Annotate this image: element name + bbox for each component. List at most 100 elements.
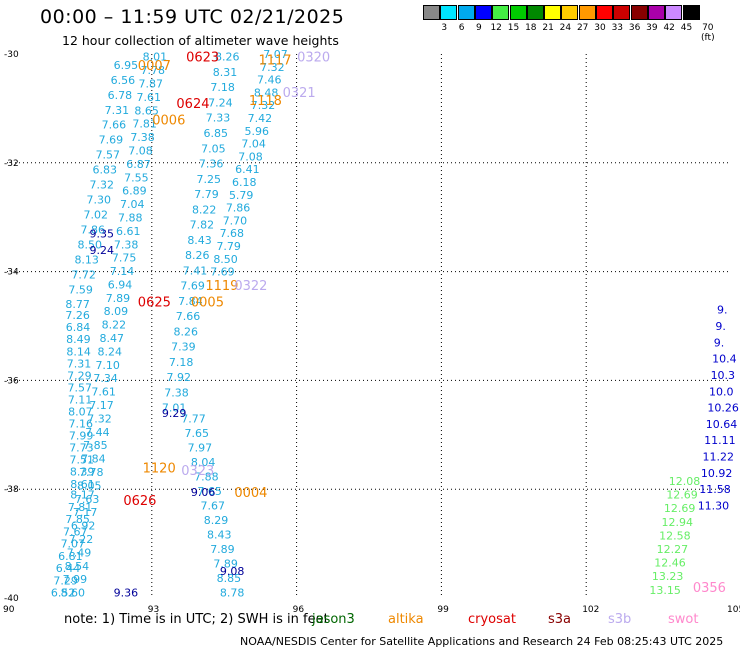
wave-height-value: 9. xyxy=(715,320,726,333)
color-scale-label: 45 xyxy=(680,23,693,33)
wave-height-value: 6.89 xyxy=(122,185,147,198)
wave-height-value: 8.22 xyxy=(102,319,127,332)
pass-time-label: 1118 xyxy=(249,94,282,109)
color-scale-swatch xyxy=(474,5,492,20)
wave-height-value: 7.17 xyxy=(89,399,114,412)
pass-time-label: 0625 xyxy=(138,296,171,311)
wave-height-value: 7.41 xyxy=(183,264,208,277)
pass-time-label: 0626 xyxy=(123,494,156,509)
pass-time-label: 0320 xyxy=(297,51,330,66)
color-scale-label: 70 (ft) xyxy=(701,23,715,43)
wave-height-value: 10.4 xyxy=(712,353,737,366)
wave-height-value: 8.39 xyxy=(70,466,95,479)
wave-height-value: 7.67 xyxy=(63,525,87,538)
wave-height-value: 10.3 xyxy=(711,369,736,382)
wave-height-value: 6.94 xyxy=(108,278,133,291)
wave-height-value: 8.31 xyxy=(213,66,238,79)
satellite-legend-s3b: s3b xyxy=(608,612,632,627)
wave-height-value: 8.17 xyxy=(70,489,95,502)
wave-height-value: 7.29 xyxy=(53,574,77,587)
color-scale-label: 3 xyxy=(441,23,448,33)
wave-height-value: 6.56 xyxy=(111,74,135,87)
pass-time-label: 1117 xyxy=(258,53,291,68)
wave-height-value: 12.69 xyxy=(666,489,698,502)
wave-height-value: 8.07 xyxy=(68,405,93,418)
wave-height-value: 9.35 xyxy=(90,228,115,241)
wave-height-value: 11.58 xyxy=(699,483,731,496)
wave-height-value: 7.69 xyxy=(210,266,235,279)
wave-height-value: 6.18 xyxy=(232,176,256,189)
map-title: 00:00 – 11:59 UTC 02/21/2025 xyxy=(40,6,345,28)
wave-height-value: 7.88 xyxy=(194,471,219,484)
wave-height-value: 6.92 xyxy=(71,520,96,533)
wave-height-value: 8.85 xyxy=(217,572,242,585)
wave-height-value: 10.92 xyxy=(701,467,733,480)
color-scale-swatch xyxy=(526,5,544,20)
wave-height-value: 7.31 xyxy=(67,357,92,370)
lat-tick-label: -32 xyxy=(4,159,19,169)
wave-height-value: 7.04 xyxy=(120,198,145,211)
wave-height-value: 8.05 xyxy=(77,479,102,492)
wave-height-value: 7.61 xyxy=(136,91,161,104)
wave-height-value: 5.79 xyxy=(229,189,254,202)
pass-time-label: 0624 xyxy=(176,97,209,112)
wave-height-value: 9.06 xyxy=(191,486,216,499)
wave-height-value: 7.97 xyxy=(188,441,213,454)
wave-height-value: 7.89 xyxy=(106,292,131,305)
wave-height-value: 9.24 xyxy=(90,244,115,257)
wave-height-value: 6.85 xyxy=(203,127,228,140)
wave-height-value: 7.68 xyxy=(220,227,245,240)
wave-height-value: 12.58 xyxy=(659,529,691,542)
wave-height-value: 5.96 xyxy=(245,125,270,138)
wave-height-value: 7.51 xyxy=(70,454,95,467)
wave-height-value: 8.60 xyxy=(61,587,86,600)
wave-height-value: 12.69 xyxy=(664,502,696,515)
wave-height-value: 11.11 xyxy=(704,434,736,447)
wave-height-value: 7.30 xyxy=(87,194,112,207)
wave-height-value: 9.08 xyxy=(220,565,245,578)
wave-height-value: 7.18 xyxy=(210,81,235,94)
wave-height-value: 7.99 xyxy=(63,573,87,586)
color-scale-label: 27 xyxy=(576,23,589,33)
wave-height-value: 8.26 xyxy=(173,325,198,338)
wave-height-value: 7.65 xyxy=(197,485,222,498)
wave-height-value: 6.44 xyxy=(56,562,81,575)
color-scale-label: 39 xyxy=(646,23,658,33)
color-scale-swatch xyxy=(457,5,475,20)
wave-height-value: 7.66 xyxy=(176,310,201,323)
pass-time-label: 0321 xyxy=(283,86,316,101)
wave-height-value: 11.22 xyxy=(703,451,735,464)
wave-height-value: 7.02 xyxy=(84,208,109,221)
satellite-legend-s3a: s3a xyxy=(548,612,572,627)
color-scale-swatch xyxy=(682,5,700,20)
lon-tick-label: 96 xyxy=(293,605,305,615)
wave-height-value: 7.07 xyxy=(61,538,86,551)
wave-height-value: 7.04 xyxy=(241,138,266,151)
wave-height-value: 10.64 xyxy=(706,418,738,431)
color-scale-label: 30 xyxy=(594,23,606,33)
wave-height-value: 8.01 xyxy=(143,51,168,64)
lon-tick-label: 90 xyxy=(3,605,15,615)
wave-height-value: 7.69 xyxy=(180,280,205,293)
wave-height-value: 13.15 xyxy=(649,584,681,597)
wave-height-value: 7.38 xyxy=(130,131,155,144)
wave-height-value: 7.81 xyxy=(68,501,93,514)
wave-height-value: 7.38 xyxy=(164,386,189,399)
wave-height-value: 7.36 xyxy=(199,158,224,171)
wave-height-value: 7.61 xyxy=(91,386,116,399)
wave-height-value: 7.79 xyxy=(216,240,241,253)
pass-time-label: 0356 xyxy=(693,581,726,596)
lat-tick-label: -36 xyxy=(4,376,19,386)
color-scale-swatch xyxy=(492,5,510,20)
color-scale-label: 12 xyxy=(490,23,502,33)
wave-height-value: 8.50 xyxy=(77,238,102,251)
color-scale-swatch xyxy=(544,5,562,20)
pass-time-label: 0322 xyxy=(234,279,267,294)
wave-height-value: 8.29 xyxy=(204,514,229,527)
wave-height-value: 7.31 xyxy=(105,104,130,117)
wave-height-value: 7.39 xyxy=(171,341,196,354)
wave-height-value: 8.50 xyxy=(213,253,238,266)
pass-time-label: 1119 xyxy=(205,279,238,294)
wave-height-value: 7.89 xyxy=(213,558,238,571)
wave-height-value: 6.81 xyxy=(58,550,83,563)
